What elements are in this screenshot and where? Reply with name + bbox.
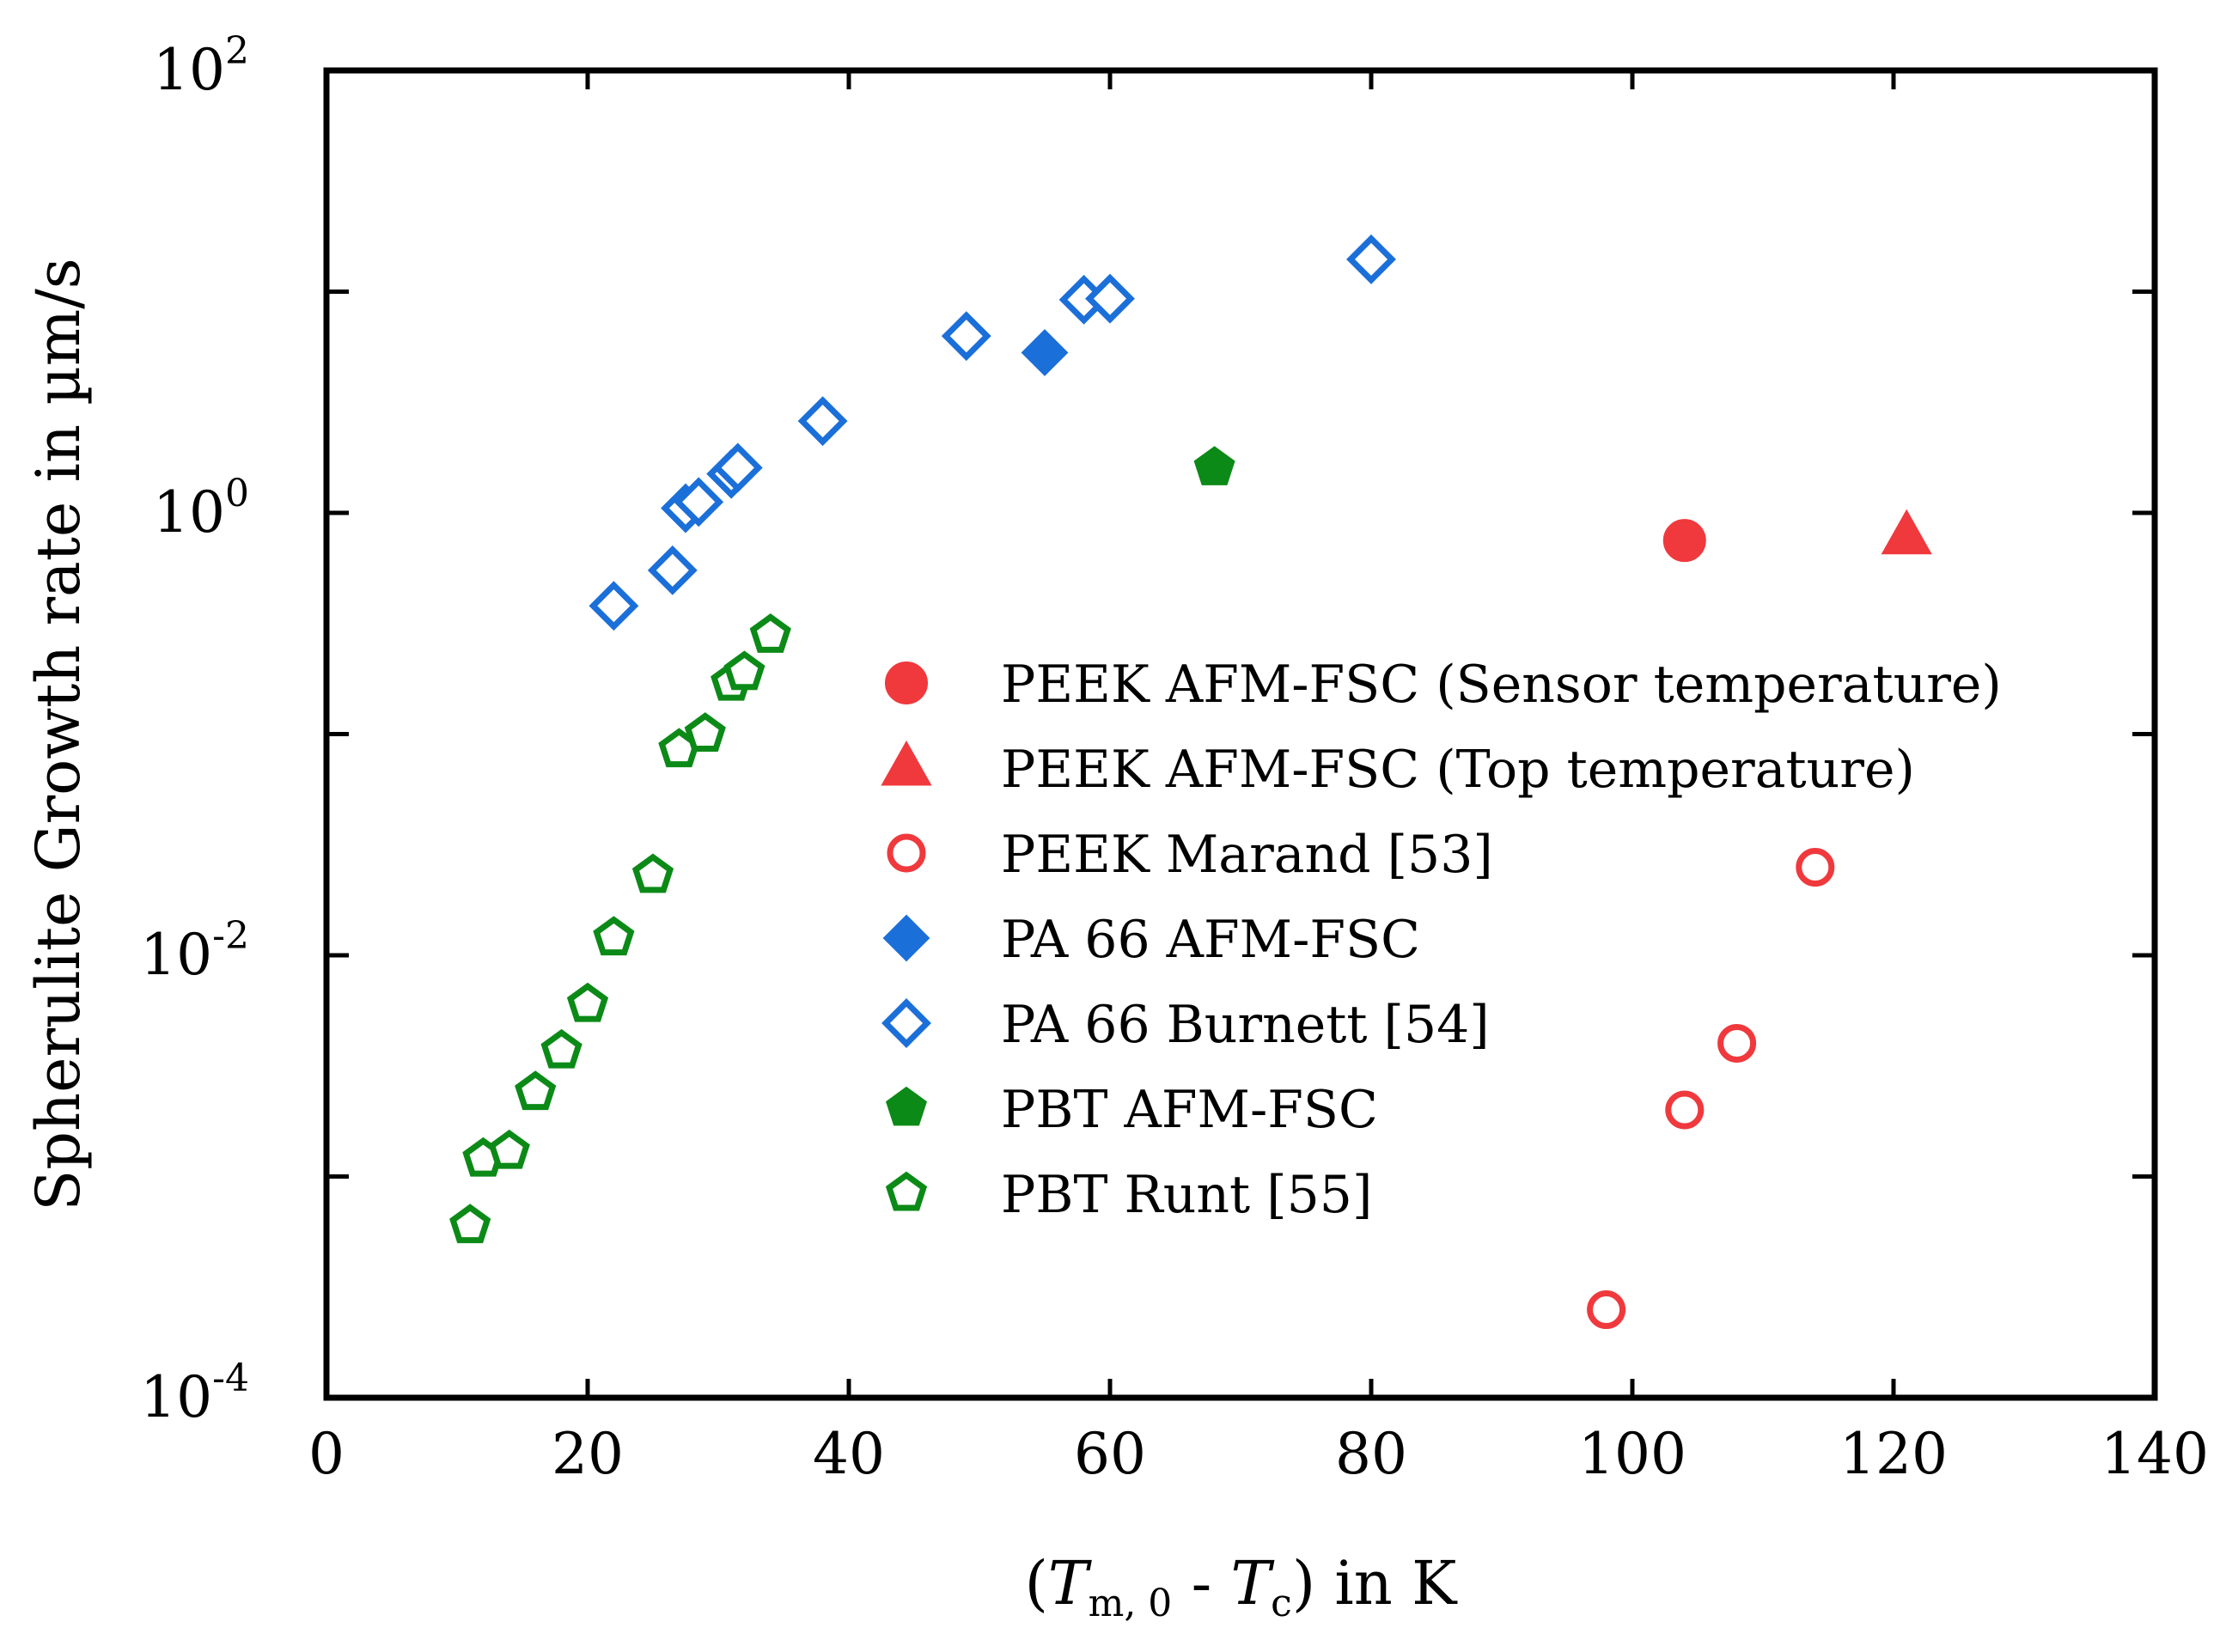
data-point: [797, 396, 848, 447]
data-point: [674, 477, 724, 527]
legend-marker: [887, 833, 926, 873]
y-tick-label: 100: [153, 472, 249, 546]
y-tick-base: 10: [153, 37, 225, 103]
y-tick-base: 10: [140, 922, 212, 988]
data-point: [1346, 234, 1396, 284]
x-tick-label: 0: [308, 1421, 345, 1487]
legend-marker: [881, 998, 931, 1048]
data-point: [1665, 1090, 1705, 1130]
y-tick-label: 102: [153, 29, 249, 103]
legend-entry-label: PA 66 AFM-FSC: [1001, 910, 1420, 970]
legend-entry-label: PBT AFM-FSC: [1001, 1080, 1378, 1140]
legend-marker: [885, 661, 928, 704]
legend-marker: [885, 1171, 928, 1211]
data-point: [566, 982, 609, 1022]
legend-entry-label: PEEK Marand [53]: [1001, 825, 1493, 885]
data-markers: [449, 234, 1932, 1330]
minor-ticks: [326, 290, 2155, 1179]
legend-entry-label: PA 66 Burnett [54]: [1001, 995, 1490, 1055]
data-point: [631, 853, 674, 893]
x-tick-label: 100: [1578, 1421, 1686, 1487]
y-tick-base: 10: [153, 479, 225, 546]
data-point: [684, 712, 726, 752]
data-point: [941, 311, 991, 362]
x-tick-label: 140: [2101, 1421, 2209, 1487]
x-axis-label: (Tm, 0 - Tc) in K: [1025, 1548, 1459, 1625]
y-tick-label: 10-2: [140, 914, 249, 988]
data-point: [1587, 1290, 1626, 1330]
legend-entry-label: PEEK AFM-FSC (Sensor temperature): [1001, 655, 2002, 715]
data-point: [488, 1129, 530, 1169]
data-point: [712, 442, 763, 493]
x-tick-label: 80: [1335, 1421, 1407, 1487]
legend-marker: [881, 740, 932, 786]
y-tick-exponent: -4: [212, 1356, 249, 1400]
data-point: [1193, 446, 1235, 485]
data-point: [749, 613, 791, 653]
y-tick-exponent: 0: [225, 472, 249, 515]
x-tick-label: 40: [813, 1421, 885, 1487]
data-point: [1796, 848, 1835, 887]
data-point: [1717, 1023, 1757, 1063]
x-tick-labels: 0 20 40 60 80 100 120 140: [308, 1421, 2209, 1487]
legend-marker: [882, 914, 930, 962]
data-point: [1021, 329, 1069, 376]
x-tick-label: 120: [1839, 1421, 1948, 1487]
y-tick-exponent: -2: [212, 914, 249, 958]
x-tick-label: 20: [552, 1421, 624, 1487]
data-point: [593, 916, 635, 956]
data-point: [1085, 273, 1135, 324]
legend-entry-label: PEEK AFM-FSC (Top temperature): [1001, 740, 1915, 800]
data-point: [515, 1070, 557, 1111]
legend: PEEK AFM-FSC (Sensor temperature) PEEK AF…: [881, 655, 2002, 1225]
y-tick-exponent: 2: [225, 29, 249, 73]
legend-entry-label: PBT Runt [55]: [1001, 1165, 1372, 1225]
plot-frame: [323, 67, 2158, 1401]
y-tick-label: 10-4: [140, 1356, 249, 1430]
data-point: [1881, 509, 1932, 555]
data-point: [647, 545, 698, 595]
data-point: [589, 581, 639, 631]
data-point: [449, 1204, 491, 1244]
y-tick-base: 10: [140, 1364, 212, 1430]
data-point: [540, 1028, 582, 1069]
y-axis-label: Spherulite Growth rate in µm/s: [23, 258, 94, 1210]
data-point: [1662, 519, 1706, 563]
x-tick-label: 60: [1074, 1421, 1146, 1487]
data-point: [723, 650, 765, 691]
legend-marker: [885, 1086, 928, 1126]
